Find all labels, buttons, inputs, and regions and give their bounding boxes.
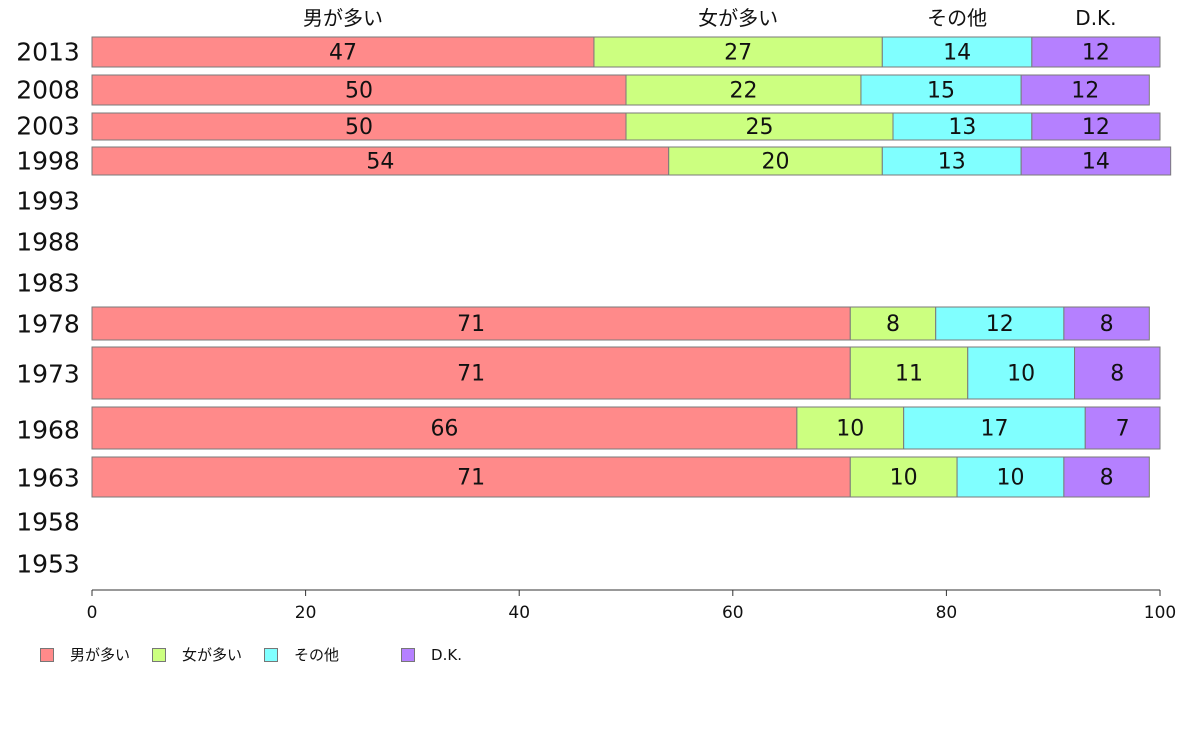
data-label: 10 <box>836 417 864 442</box>
bar-segment <box>1063 456 1150 498</box>
year-label: 1978 <box>16 310 80 339</box>
bar-segment <box>935 306 1065 341</box>
bar-segment <box>91 346 851 400</box>
data-label: 11 <box>895 362 923 387</box>
data-label: 71 <box>457 466 485 491</box>
bar-segment <box>1020 74 1150 106</box>
bar-segment <box>1063 306 1150 341</box>
legend-label-female-more: 女が多い <box>182 646 243 664</box>
data-label: 10 <box>1007 362 1035 387</box>
legend-item-female-more: 女が多い <box>152 644 242 665</box>
data-label: 50 <box>345 115 373 140</box>
data-label: 66 <box>430 417 458 442</box>
data-label: 8 <box>1100 466 1114 491</box>
data-label: 12 <box>1071 79 1099 104</box>
data-label: 12 <box>986 312 1014 337</box>
bar-segment <box>91 406 798 450</box>
data-label: 13 <box>938 150 966 175</box>
data-label: 13 <box>948 115 976 140</box>
data-label: 12 <box>1082 41 1110 66</box>
legend-item-male-more: 男が多い <box>40 644 130 665</box>
bar-segment <box>881 36 1033 68</box>
bar-segment <box>903 406 1086 450</box>
year-label: 1968 <box>16 416 80 445</box>
data-label: 10 <box>890 466 918 491</box>
x-tick-label: 100 <box>1144 603 1176 623</box>
year-label: 1993 <box>16 187 80 216</box>
bar-segment <box>91 146 670 176</box>
year-label: 2008 <box>16 76 80 105</box>
bar-segment <box>1084 406 1161 450</box>
bar-segment <box>956 456 1065 498</box>
data-label: 10 <box>996 466 1024 491</box>
year-label: 1998 <box>16 147 80 176</box>
bar-segment <box>91 36 595 68</box>
year-label: 2013 <box>16 38 80 67</box>
bar-segment <box>593 36 883 68</box>
x-tick-label: 60 <box>722 603 744 623</box>
bar-segment <box>625 74 862 106</box>
bar-segment <box>967 346 1076 400</box>
bar-segment <box>1020 146 1172 176</box>
data-label: 7 <box>1116 417 1130 442</box>
data-label: 12 <box>1082 115 1110 140</box>
top-series-label: 男が多い <box>303 6 383 30</box>
data-label: 17 <box>980 417 1008 442</box>
bar-segment <box>668 146 883 176</box>
bar-segment <box>91 74 627 106</box>
bar-segment <box>1031 112 1161 141</box>
data-label: 71 <box>457 312 485 337</box>
data-label: 14 <box>1082 150 1110 175</box>
year-label: 2003 <box>16 112 80 141</box>
bar-segment <box>1031 36 1161 68</box>
data-label: 27 <box>724 41 752 66</box>
data-label: 22 <box>729 79 757 104</box>
top-series-label: D.K. <box>1075 6 1116 30</box>
data-label: 54 <box>366 150 394 175</box>
legend: 男が多い 女が多い その他 D.K. <box>40 644 484 665</box>
legend-label-dk: D.K. <box>431 645 462 664</box>
data-label: 14 <box>943 41 971 66</box>
legend-item-dk: D.K. <box>401 646 462 664</box>
year-label: 1973 <box>16 360 80 389</box>
legend-label-other: その他 <box>294 646 340 664</box>
x-tick-label: 80 <box>936 603 958 623</box>
bar-segment <box>625 112 894 141</box>
year-label: 1963 <box>16 464 80 493</box>
year-label: 1953 <box>16 550 80 579</box>
data-label: 47 <box>329 41 357 66</box>
data-label: 15 <box>927 79 955 104</box>
legend-swatch-other <box>264 647 279 662</box>
year-label: 1958 <box>16 508 80 537</box>
legend-swatch-dk <box>401 647 416 662</box>
year-label: 1983 <box>16 269 80 298</box>
year-label: 1988 <box>16 228 80 257</box>
bar-segment <box>91 456 851 498</box>
legend-swatch-male-more <box>40 647 54 662</box>
data-label: 50 <box>345 79 373 104</box>
bar-segment <box>860 74 1022 106</box>
bar-segment <box>849 306 937 341</box>
top-series-label: その他 <box>927 6 987 30</box>
top-series-label: 女が多い <box>698 6 778 30</box>
data-label: 20 <box>762 150 790 175</box>
legend-item-other: その他 <box>264 644 339 665</box>
x-tick-label: 0 <box>87 603 98 623</box>
data-label: 8 <box>1110 362 1124 387</box>
bar-segment <box>849 346 969 400</box>
bar-segment <box>1074 346 1161 400</box>
bar-segment <box>91 306 851 341</box>
bar-segment <box>91 112 627 141</box>
data-label: 25 <box>746 115 774 140</box>
data-label: 71 <box>457 362 485 387</box>
data-label: 8 <box>886 312 900 337</box>
legend-swatch-female-more <box>152 647 167 662</box>
x-tick-label: 20 <box>295 603 317 623</box>
legend-label-male-more: 男が多い <box>70 646 131 664</box>
x-tick-label: 40 <box>508 603 530 623</box>
data-label: 8 <box>1100 312 1114 337</box>
